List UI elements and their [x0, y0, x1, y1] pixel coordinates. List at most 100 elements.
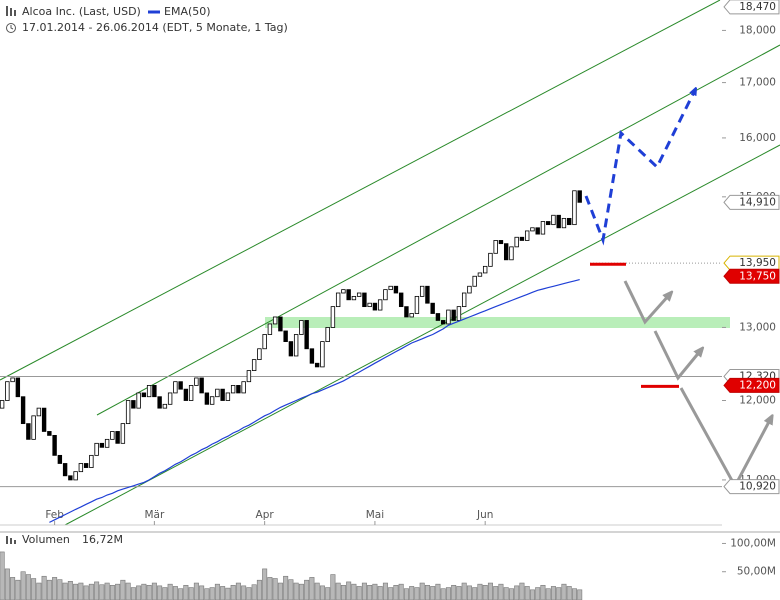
- volume-bar: [10, 577, 16, 600]
- candle-body: [404, 306, 409, 318]
- candle-body: [162, 403, 168, 409]
- candle-body: [278, 316, 283, 332]
- y-tick-label: 16,000: [739, 132, 776, 144]
- volume-bar: [25, 574, 31, 600]
- candle-body: [472, 275, 477, 287]
- volume-bar: [519, 582, 525, 600]
- candle-body: [10, 377, 15, 383]
- candle-body: [83, 463, 89, 468]
- volume-bar: [41, 575, 47, 600]
- volume-bar: [0, 551, 5, 600]
- volume-bar: [361, 582, 367, 600]
- volume-bar: [120, 579, 126, 600]
- price-label: 13,750: [739, 270, 776, 282]
- candle-body: [104, 438, 110, 448]
- candle-body: [5, 381, 10, 401]
- volume-bar: [162, 587, 168, 600]
- volume-bar: [561, 583, 567, 600]
- candle-body: [320, 341, 325, 368]
- candle-body: [183, 388, 189, 401]
- candle-body: [309, 348, 315, 364]
- volume-bar: [356, 586, 362, 600]
- candle-body: [561, 217, 567, 229]
- volume-bar: [524, 586, 530, 600]
- candle-body: [125, 400, 131, 425]
- candle-body: [194, 377, 199, 386]
- volume-value: 16,72M: [82, 533, 123, 546]
- candle-body: [414, 295, 420, 314]
- volume-bar: [472, 587, 478, 600]
- scenario-arrow: [623, 280, 670, 325]
- projection-arrow: [584, 90, 695, 246]
- price-label: 14,910: [739, 196, 776, 208]
- volume-bar: [246, 587, 252, 600]
- candle-body: [335, 292, 341, 308]
- volume-bar: [36, 582, 42, 600]
- volume-bar: [319, 585, 325, 600]
- volume-bar: [220, 586, 226, 600]
- price-label-box: [723, 194, 780, 210]
- candle-body: [220, 388, 225, 401]
- candle-body: [78, 463, 84, 473]
- volume-bar: [508, 588, 514, 600]
- volume-bar: [314, 582, 320, 600]
- candle-body: [0, 400, 5, 409]
- candle-body: [419, 285, 425, 297]
- candle-body: [146, 385, 152, 398]
- volume-bar: [288, 579, 294, 600]
- volume-bar: [204, 588, 210, 600]
- candle-body: [293, 334, 299, 357]
- volume-bar: [335, 582, 341, 600]
- candle-body: [209, 396, 215, 405]
- volume-bar: [15, 579, 21, 600]
- icon: [14, 540, 16, 544]
- candle-body: [262, 334, 267, 350]
- volume-bar: [183, 584, 189, 600]
- candle-body: [20, 396, 26, 425]
- candle-body: [456, 306, 462, 321]
- candle-body: [94, 442, 99, 456]
- volume-bar: [62, 582, 68, 600]
- volume-bar: [493, 586, 499, 600]
- candle-body: [173, 381, 178, 394]
- volume-bar: [540, 584, 546, 600]
- price-label: 10,920: [739, 481, 776, 493]
- candle-body: [204, 392, 210, 405]
- volume-bar: [461, 582, 467, 600]
- candle-body: [477, 272, 483, 277]
- candle-body: [377, 299, 383, 311]
- candle-body: [257, 348, 262, 361]
- candle-body: [446, 309, 451, 325]
- candle-body: [498, 240, 504, 245]
- candle-body: [47, 431, 52, 436]
- candle-body: [425, 285, 430, 304]
- volume-bar: [430, 586, 436, 600]
- volume-bar: [225, 587, 231, 600]
- candle-body: [89, 454, 94, 468]
- volume-bar: [577, 589, 583, 600]
- volume-header: Volumen 16,72M: [6, 533, 123, 546]
- volume-bar: [104, 582, 110, 600]
- candle-body: [136, 392, 141, 409]
- volume-bar: [487, 582, 493, 600]
- y-tick-label: 100,00M: [730, 537, 776, 549]
- chart-title: Alcoa Inc. (Last, USD): [22, 5, 141, 18]
- volume-bar: [435, 583, 441, 600]
- icon: [14, 10, 16, 16]
- volume-bar: [172, 586, 178, 600]
- volume-bar: [109, 584, 115, 600]
- volume-bar: [235, 582, 241, 600]
- volume-bar: [20, 571, 26, 600]
- candle-body: [68, 475, 73, 481]
- price-label: 18,470: [739, 1, 776, 13]
- volume-bar: [188, 587, 194, 600]
- volume-bar: [409, 586, 415, 600]
- candle-body: [267, 323, 273, 335]
- price-label: 12,200: [739, 379, 776, 391]
- volume-bar: [151, 582, 157, 600]
- volume-bar: [241, 585, 247, 600]
- volume-bar: [330, 574, 336, 600]
- candle-body: [120, 423, 126, 444]
- candle-body: [388, 285, 393, 291]
- support-zone: [265, 317, 730, 328]
